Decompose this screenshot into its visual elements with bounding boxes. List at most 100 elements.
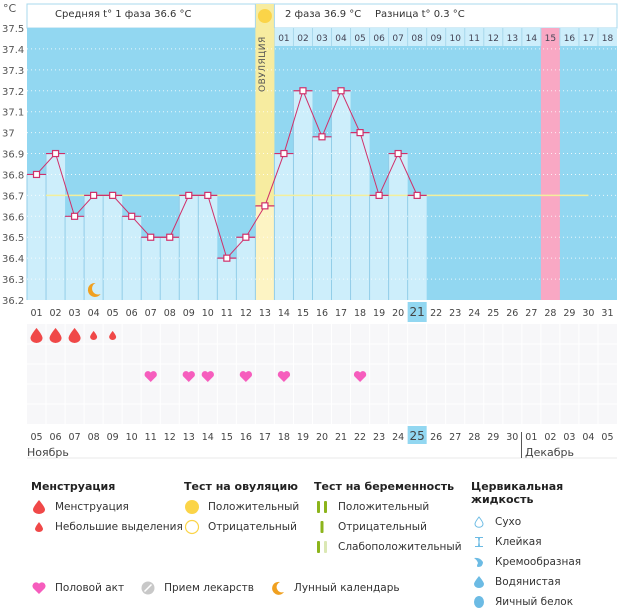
temperature-bar [388, 153, 408, 300]
legend-item-ovulation-negative: Отрицательный [184, 517, 299, 537]
temperature-point [223, 254, 231, 262]
y-tick-label: 36.4 [2, 254, 24, 265]
legend-item-dry: Сухо [471, 512, 626, 532]
calendar-date-label: 15 [221, 432, 233, 443]
empty-circle-icon [184, 519, 200, 535]
y-tick-label: 36.9 [2, 150, 24, 161]
chart-header [26, 3, 618, 29]
y-axis-unit: °C [3, 2, 17, 15]
cycle-day-label: 03 [69, 308, 81, 319]
legend-pregnancy-test-title: Тест на беременность [314, 480, 455, 493]
legend-item-medication: Прием лекарств [140, 578, 254, 598]
calendar-date-label: 03 [563, 432, 575, 443]
small-drop-icon [109, 331, 117, 340]
calendar-date-label: 11 [145, 432, 157, 443]
phase2-day-label: 09 [430, 34, 442, 44]
phase1-average: Средняя t° 1 фаза 36.6 °C [55, 9, 192, 20]
legend-item-spotting: Небольшие выделения [31, 517, 183, 537]
cycle-day-label: 12 [240, 308, 252, 319]
y-tick-label: 37.3 [2, 66, 24, 77]
temperature-bar [179, 195, 199, 300]
phase2-day-label: 01 [278, 34, 289, 44]
cycle-day-label: 24 [468, 308, 480, 319]
blood-drop-icon [30, 328, 43, 343]
y-tick-label: 37.2 [2, 87, 24, 98]
temperature-bar [236, 237, 256, 300]
ovulation-label: ОВУЛЯЦИЯ [258, 36, 268, 92]
cycle-day-label: 17 [335, 308, 347, 319]
temperature-bar [160, 237, 180, 300]
temperature-point [128, 212, 136, 220]
cycle-day-label: 11 [221, 308, 233, 319]
small-drop-icon [31, 519, 47, 535]
calendar-date-label: 28 [468, 432, 480, 443]
temperature-point [32, 170, 41, 179]
ovulation-test-positive-icon [257, 9, 272, 23]
cycle-day-label: 25 [487, 308, 499, 319]
moon-icon [270, 580, 286, 596]
phase2-day-label: 04 [335, 34, 347, 44]
legend-item-pregnancy-negative: Отрицательный [314, 517, 462, 537]
month-label-december: Декабрь [525, 446, 574, 459]
legend-ovulation-test-title: Тест на овуляцию [184, 480, 298, 493]
heart-icon [277, 371, 291, 382]
cycle-day-label: 13 [259, 308, 271, 319]
temperature-bar [255, 205, 275, 300]
cycle-day-label: 02 [50, 308, 62, 319]
temperature-point [337, 87, 345, 95]
calendar-date-label: 23 [373, 432, 385, 443]
faint-lines-icon [314, 539, 330, 555]
cycle-day-label: 01 [30, 308, 42, 319]
calendar-date-label: 25 [410, 429, 425, 443]
temperature-point [109, 191, 117, 199]
temperature-bar [217, 258, 237, 300]
cycle-day-label: 29 [563, 308, 575, 319]
y-tick-label: 36.2 [2, 296, 24, 307]
calendar-date-label: 30 [506, 432, 518, 443]
phase2-day-label: 17 [583, 34, 594, 44]
temperature-point [242, 233, 250, 241]
temperature-point [318, 133, 326, 141]
cycle-day-label: 30 [582, 308, 594, 319]
calendar-date-label: 26 [430, 432, 442, 443]
heart-icon [353, 371, 367, 382]
cycle-day-label: 16 [316, 308, 328, 319]
temperature-bar [103, 195, 123, 300]
calendar-date-label: 05 [601, 432, 613, 443]
legend-item-menstruation: Менструация [31, 497, 183, 517]
temperature-bar [46, 153, 66, 300]
cycle-day-label: 18 [354, 308, 366, 319]
phase2-day-label: 08 [411, 34, 423, 44]
calendar-date-label: 14 [202, 432, 214, 443]
phase2-average: 2 фаза 36.9 °C [285, 9, 362, 20]
legend-item-lunar: Лунный календарь [270, 578, 400, 598]
y-tick-label: 37.5 [2, 24, 24, 35]
two-lines-icon [314, 499, 330, 515]
calendar-date-label: 02 [544, 432, 556, 443]
cycle-day-label: 22 [430, 308, 442, 319]
calendar-date-label: 10 [126, 432, 138, 443]
heart-icon [182, 371, 195, 382]
temperature-bar [312, 136, 332, 300]
legend-cervical-fluid: Цервикальная жидкость Сухо Клейкая Кремо… [471, 480, 626, 612]
small-drop-icon [90, 331, 98, 340]
temperature-point [147, 233, 155, 241]
today-marker [407, 302, 427, 322]
temperature-bar [198, 195, 218, 300]
legend-item-creamy: Кремообразная [471, 552, 626, 572]
ovulation-label-wrap: ОВУЛЯЦИЯ [257, 34, 271, 94]
temperature-bar [141, 237, 161, 300]
temperature-bar [84, 195, 104, 300]
y-tick-label: 36.6 [2, 212, 24, 223]
temperature-bar [350, 132, 370, 300]
temperature-point [413, 191, 421, 199]
y-tick-label: 37.4 [2, 45, 24, 56]
cycle-day-label: 15 [297, 308, 309, 319]
heart-icon [239, 371, 253, 382]
phase2-day-label: 06 [373, 34, 385, 44]
calendar-date-label: 12 [164, 432, 176, 443]
legend-item-ovulation-positive: Положительный [184, 497, 299, 517]
blood-drop-icon [68, 328, 81, 343]
temperature-point [90, 191, 98, 199]
temperature-point [394, 149, 402, 158]
